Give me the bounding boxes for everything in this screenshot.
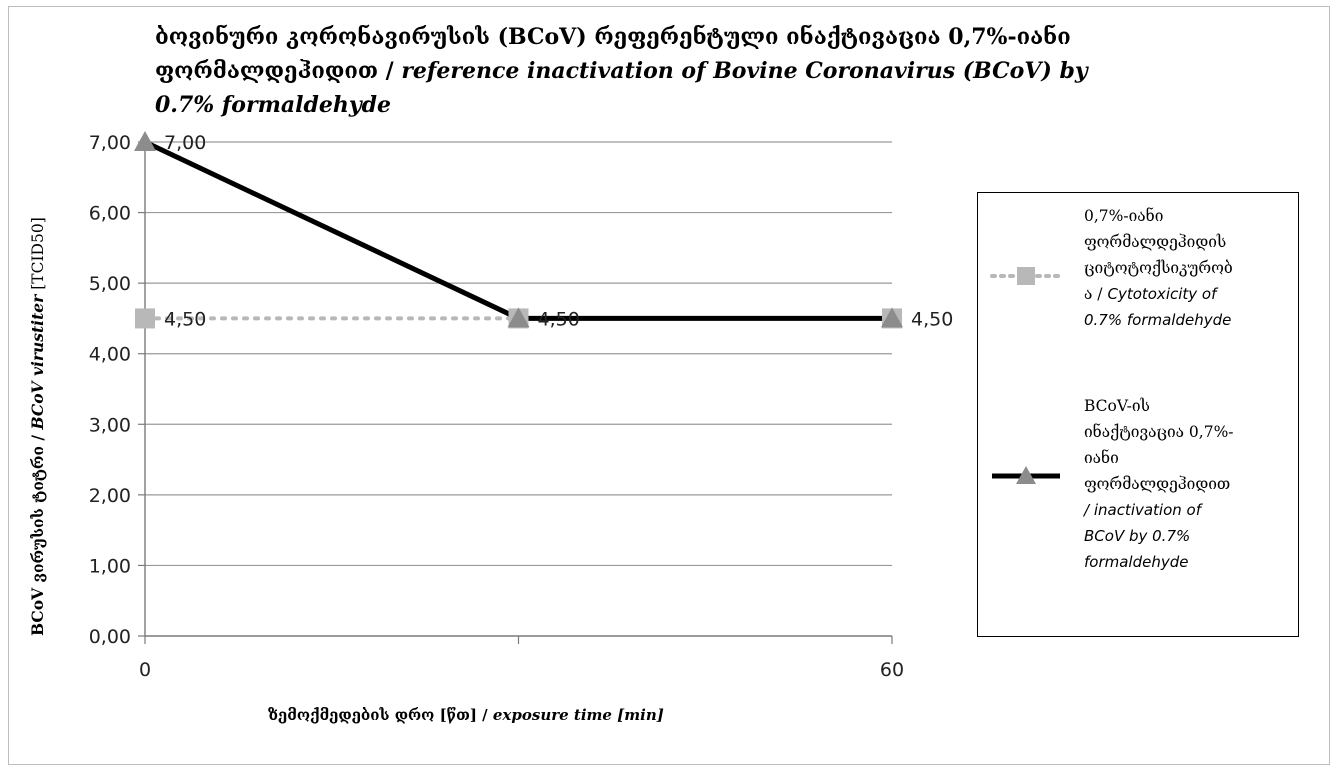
title-line-2-en: reference inactivation of Bovine Coronav… [401,58,1088,84]
y-tick-label: 7,00 [89,132,131,154]
marker-triangle [881,307,903,328]
y-tick-label: 0,00 [89,626,131,648]
legend-line: ა / Cytotoxicity of [1084,281,1284,307]
y-tick-label: 2,00 [89,485,131,507]
chart-title: ბოვინური კორონავირუსის (BCoV) რეფერენტულ… [155,20,1115,122]
legend-line: ინაქტივაცია 0,7%- [1084,423,1234,441]
marker-square [135,308,155,329]
data-label: 4,50 [911,308,953,330]
y-tick-label: 5,00 [89,273,131,295]
legend-line-en: formaldehyde [1084,553,1189,571]
marker-triangle [507,307,530,328]
legend-line: ციტოტოქსიკურობ [1084,259,1233,277]
y-axis-label-unit: [TCID50] [29,217,47,295]
legend-symbol-cytotoxicity [990,267,1062,285]
title-line-1: ბოვინური კორონავირუსის (BCoV) რეფერენტულ… [155,24,1071,50]
legend-line: ფორმალდეჰიდით [1084,475,1231,493]
title-line-2: ფორმალდეჰიდით / reference inactivation o… [155,54,1115,88]
title-line-3: 0.7% formaldehyde [155,92,391,118]
legend-line-en: BCoV by 0.7% [1084,527,1191,545]
data-label: 7,00 [164,132,206,154]
legend-line-en: Cytotoxicity of [1107,285,1217,303]
y-tick-label: 3,00 [89,414,131,436]
legend-line: BCoV-ის [1084,397,1150,415]
legend-text-cytotoxicity: 0,7%-იანი ფორმალდეჰიდის ციტოტოქსიკურობ ა… [1084,203,1284,333]
x-tick-label: 60 [880,659,904,681]
data-label: 4,50 [538,308,580,330]
series-line-inactivation [143,139,892,321]
legend-line: იანი [1084,449,1119,467]
data-label: 4,50 [164,308,206,330]
title-line-2-ka: ფორმალდეჰიდით / [155,58,402,84]
x-axis-label-ka: ზემოქმედების დრო [წთ] / [268,706,493,724]
x-tick-label: 0 [139,659,151,681]
y-tick-label: 6,00 [89,203,131,225]
marker-triangle [134,131,156,151]
legend-line: 0,7%-იანი [1084,207,1164,225]
chart-frame [8,6,1330,765]
legend-line-en: / inactivation of [1084,501,1202,519]
x-axis-label-en: exposure time [min] [492,706,664,724]
legend-line: ფორმალდეჰიდის [1084,233,1227,251]
x-axis-label: ზემოქმედების დრო [წთ] / exposure time [m… [268,706,664,724]
legend-line-ka: ა / [1084,285,1108,303]
y-axis-label: BCoV ვირუსის ტიტრი / BCoV virustiter [TC… [28,217,47,636]
legend-line-en: 0.7% formaldehyde [1084,311,1232,329]
legend-text-inactivation: BCoV-ის ინაქტივაცია 0,7%- იანი ფორმალდეჰ… [1084,393,1284,575]
chart-legend: 0,7%-იანი ფორმალდეჰიდის ციტოტოქსიკურობ ა… [977,192,1299,637]
y-axis-label-ka: BCoV ვირუსის ტიტრი / [28,429,47,636]
y-axis-label-en: BCoV virustiter [28,294,47,430]
y-tick-label: 4,00 [89,344,131,366]
legend-symbol-inactivation [992,466,1060,484]
y-tick-label: 1,00 [89,555,131,577]
